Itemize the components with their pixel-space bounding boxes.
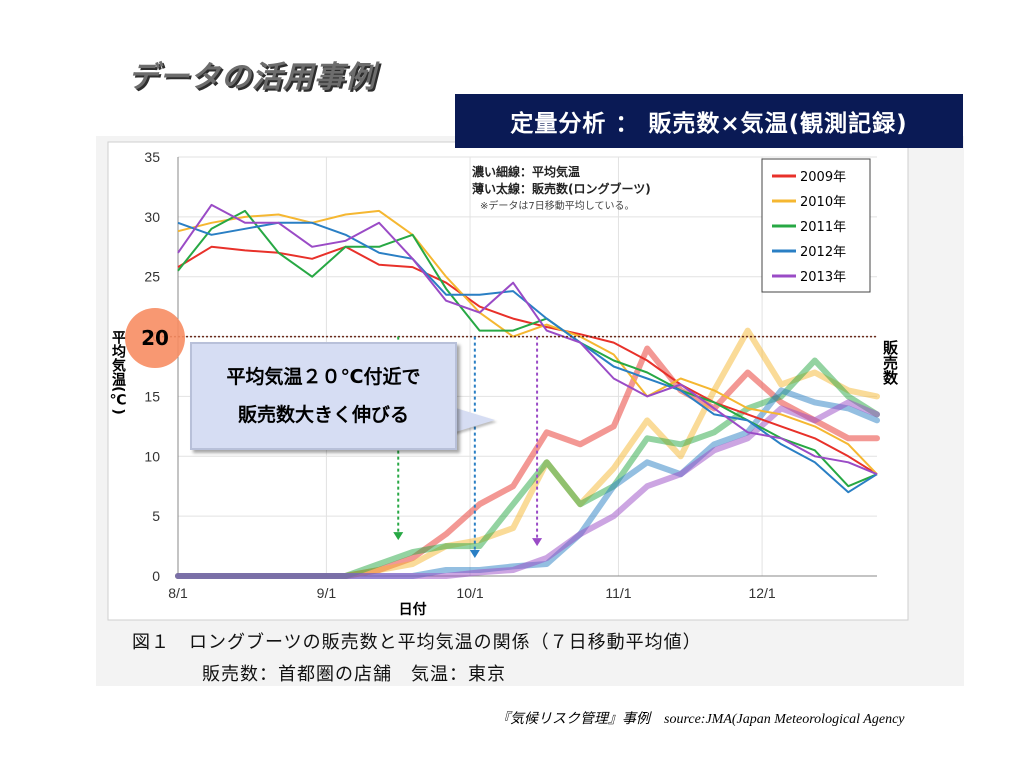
figure-caption: 図１ ロングブーツの販売数と平均気温の関係（７日移動平均値） 販売数：首都圏の店舗… [132,627,702,691]
legend-label: 2012年 [800,245,846,260]
legend-label: 2010年 [800,195,846,210]
x-tick-label: 9/1 [317,585,337,601]
x-tick-label: 11/1 [605,585,631,601]
caption-line2: 販売数：首都圏の店舗 気温：東京 [202,664,506,685]
temperature-line-2012年 [177,221,878,494]
temperature-20-marker: 20 [125,308,185,368]
y-tick-label: 30 [144,209,160,225]
source-note: 『気候リスク管理』事例 source:JMA(Japan Meteorologi… [496,712,905,727]
y-tick-label: 0 [152,568,160,584]
x-tick-label: 12/1 [748,585,775,601]
x-tick-label: 8/1 [168,585,188,601]
legend-label: 2013年 [800,270,846,285]
chart-note-line3: ※データは7日移動平均している。 [480,199,634,212]
callout-box: 平均気温２０℃付近で 販売数大きく伸びる [190,342,457,450]
y-tick-label: 15 [144,388,160,404]
legend-label: 2009年 [800,170,846,185]
temperature-line-2011年 [177,209,878,488]
temperature-line-2010年 [177,209,878,475]
sales-line-2013年 [175,399,880,579]
temperature-line-2009年 [177,245,878,476]
chart-note-line2: 薄い太線：販売数(ロングブーツ) [472,181,651,196]
y-axis-label: 平均気温(℃) [109,330,126,415]
legend-label: 2011年 [800,220,846,235]
x-tick-label: 10/1 [456,585,483,601]
y-tick-label: 35 [144,149,160,165]
y-axis-right-label: 販売数 [881,339,899,386]
callout-line1: 平均気温２０℃付近で [226,366,421,388]
drop-arrow-head [393,532,404,541]
temperature-line-2013年 [177,203,878,476]
chart-note-line1: 濃い細線：平均気温 [472,164,580,179]
x-axis-label: 日付 [399,601,427,618]
drop-arrow-head [469,550,480,559]
analysis-banner: 定量分析 ： 販売数×気温(観測記録) [455,94,963,148]
drop-arrow-head [532,538,543,547]
y-tick-label: 10 [144,448,160,464]
caption-line1: 図１ ロングブーツの販売数と平均気温の関係（７日移動平均値） [132,632,702,653]
y-tick-label: 25 [144,269,160,285]
callout-line2: 販売数大きく伸びる [237,404,409,426]
y-tick-label: 5 [152,508,160,524]
slide-title: データの活用事例 [128,60,376,95]
